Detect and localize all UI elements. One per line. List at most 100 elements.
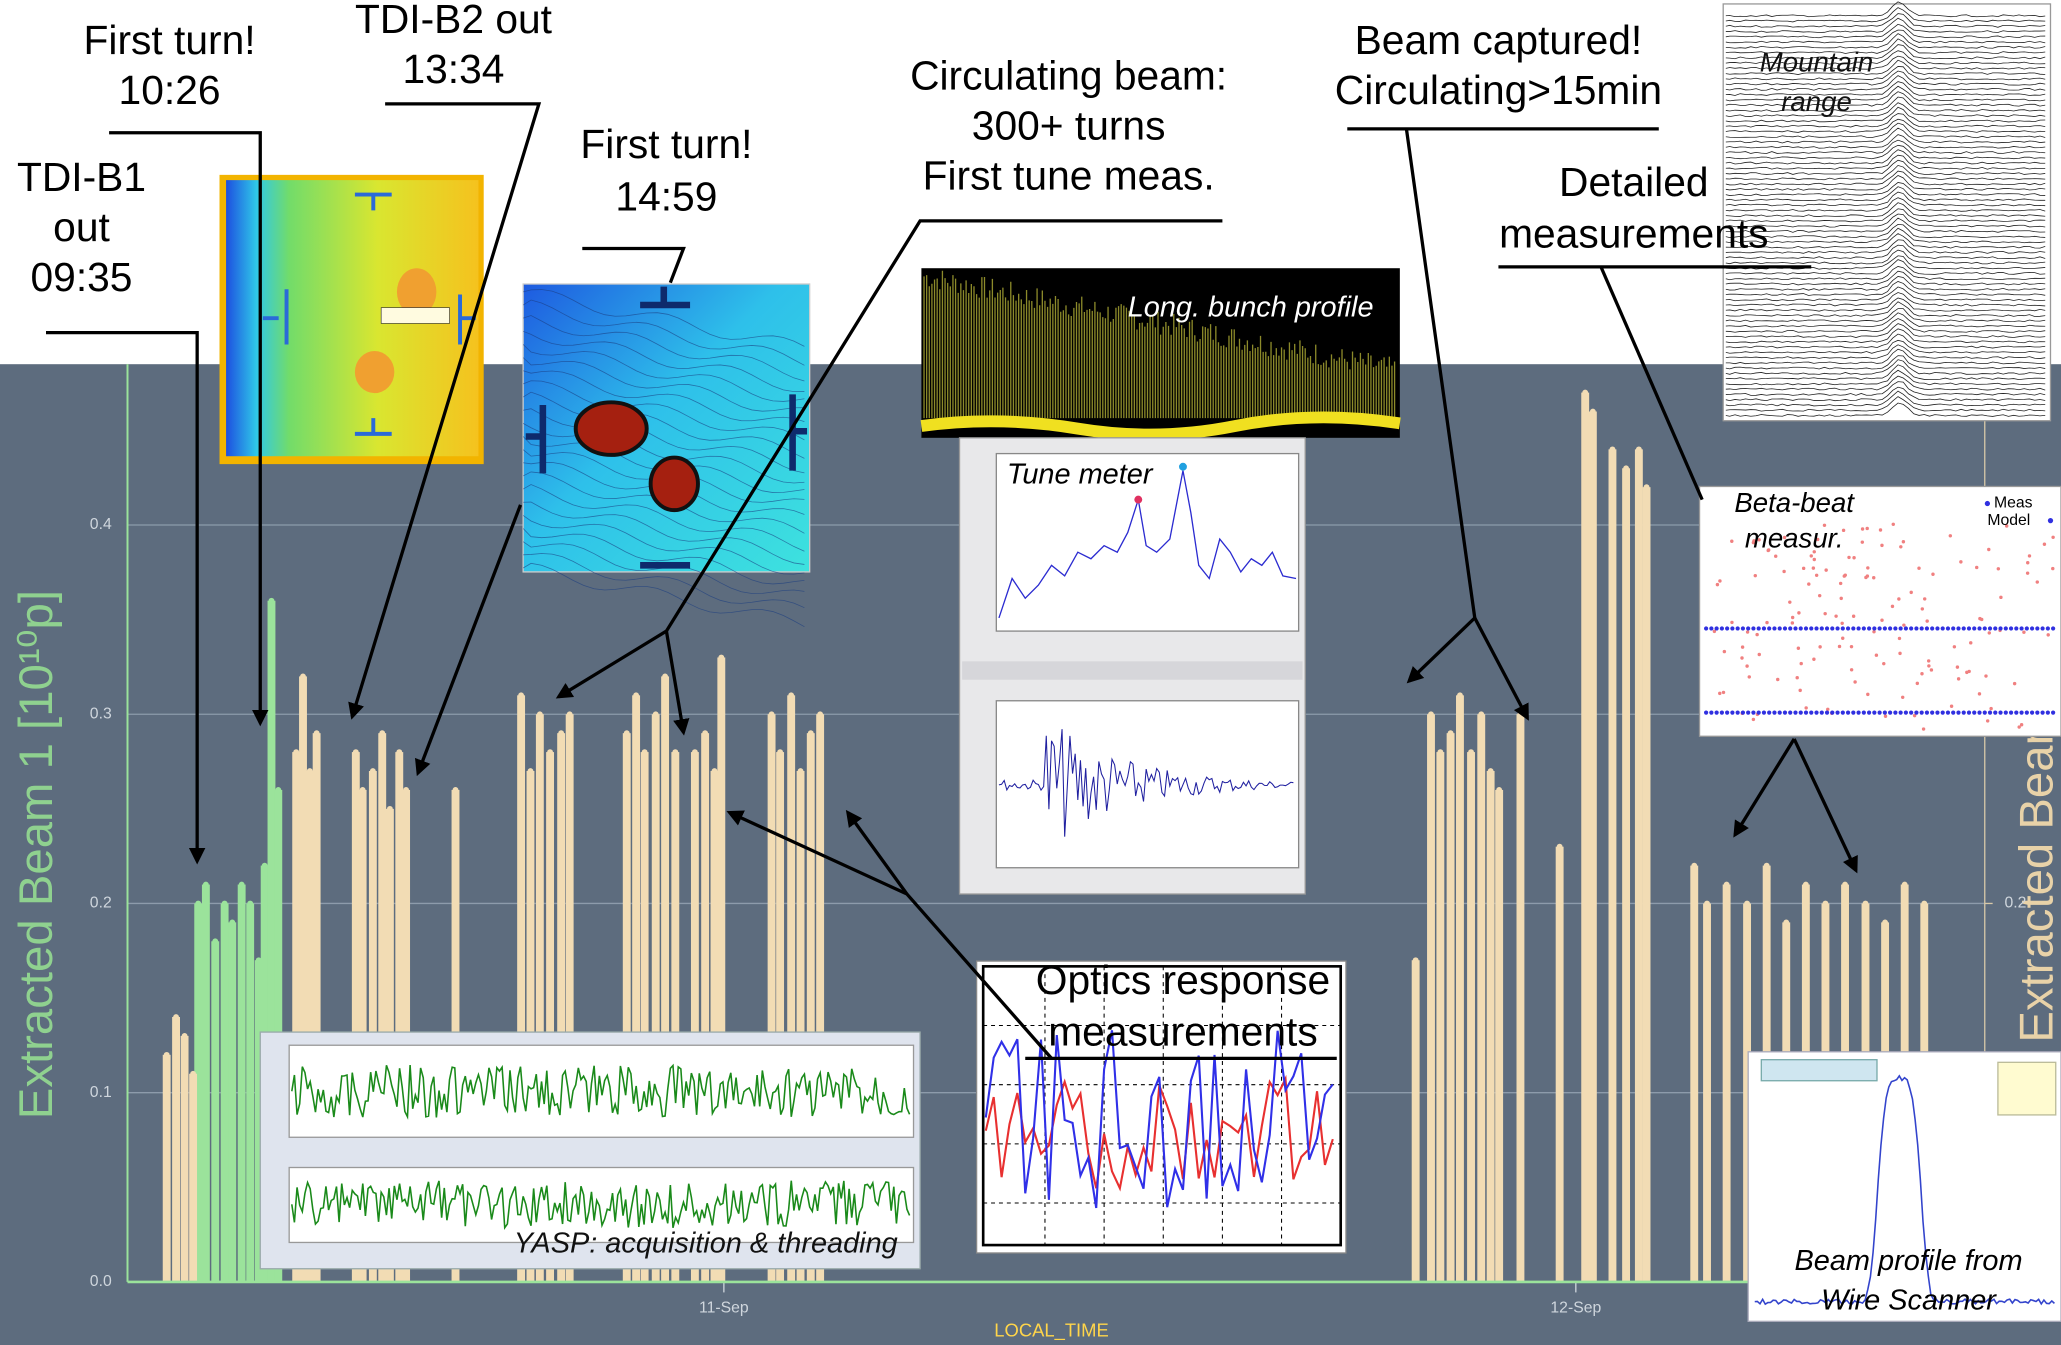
beta-point	[1956, 710, 1960, 714]
beta-point	[1951, 626, 1955, 630]
beta-point	[2004, 626, 2008, 630]
beta-point	[1826, 708, 1829, 711]
annotation: 09:35	[31, 254, 133, 300]
bar-cap	[387, 806, 393, 812]
beta-point	[1977, 626, 1981, 630]
annotation: TDI-B2 out	[355, 0, 553, 42]
beta-point	[1715, 626, 1719, 630]
beta-point	[1999, 596, 2002, 599]
beta-point	[1704, 626, 1708, 630]
beta-point	[2036, 580, 2039, 583]
beta-point	[1818, 645, 1821, 648]
beta-point	[1762, 710, 1766, 714]
beta-point	[1977, 710, 1981, 714]
beta-point	[2014, 710, 2018, 714]
bar	[1456, 695, 1464, 1282]
beta-point	[1904, 626, 1908, 630]
beta-point	[1834, 614, 1837, 617]
y-tick-label: 0.0	[90, 1273, 112, 1290]
beta-point	[1935, 710, 1939, 714]
beta-point	[1875, 654, 1878, 657]
beta-point	[1718, 579, 1721, 582]
beta-point	[1795, 676, 1798, 679]
beta-point	[1718, 692, 1721, 695]
beta-point	[1902, 540, 1905, 543]
beta-point	[1891, 605, 1894, 608]
bar	[1487, 771, 1495, 1282]
beta-point	[1804, 710, 1808, 714]
beta-point	[1993, 710, 1997, 714]
beta-point	[1880, 544, 1883, 547]
beta-point	[1751, 710, 1755, 714]
bar-cap	[229, 919, 235, 925]
beta-point	[2047, 633, 2050, 636]
annotation: measurements	[1499, 210, 1768, 256]
annotation: 13:34	[402, 46, 504, 92]
beta-point	[1956, 626, 1960, 630]
beta-point	[1949, 534, 1952, 537]
beta-point	[1941, 626, 1945, 630]
inset-legend: Model	[1987, 512, 2030, 529]
annotation: 14:59	[615, 174, 717, 220]
bar-cap	[262, 863, 268, 869]
annotation: TDI-B1	[17, 154, 146, 200]
bar-cap	[190, 1071, 196, 1077]
beta-point	[1969, 641, 1972, 644]
beta-point	[2046, 626, 2050, 630]
beta-point	[1748, 675, 1751, 678]
bar-cap	[1744, 901, 1750, 907]
bar	[1635, 449, 1643, 1282]
inset-label: Beta-beat	[1734, 487, 1855, 518]
bar-cap	[692, 749, 698, 755]
beta-point	[2026, 561, 2029, 564]
beta-point	[1888, 626, 1892, 630]
bar-cap	[769, 711, 775, 717]
bar-cap	[293, 749, 299, 755]
beta-point	[1783, 710, 1787, 714]
inset-label: range	[1781, 86, 1852, 117]
beta-point	[1914, 626, 1918, 630]
bar-cap	[269, 598, 275, 604]
bar-cap	[1448, 730, 1454, 736]
beta-point	[1752, 718, 1755, 721]
annotation: First turn!	[580, 121, 752, 167]
beta-point	[1878, 626, 1882, 630]
beta-point	[1809, 710, 1813, 714]
beta-point	[1846, 626, 1850, 630]
beta-point	[1861, 540, 1864, 543]
bar-cap	[547, 749, 553, 755]
bar	[1622, 468, 1630, 1282]
beta-point	[1720, 710, 1724, 714]
beta-point	[1715, 710, 1719, 714]
beta-point	[1778, 626, 1782, 630]
annotation: 10:26	[119, 67, 221, 113]
beta-point	[1962, 626, 1966, 630]
bar-cap	[1644, 484, 1650, 490]
bar	[1556, 847, 1564, 1282]
beta-point	[1850, 668, 1853, 671]
bar-cap	[1478, 711, 1484, 717]
bar-cap	[777, 749, 783, 755]
beta-point	[1931, 573, 1934, 576]
beta-point	[1987, 548, 1990, 551]
beta-point	[1957, 677, 1960, 680]
beta-point	[1778, 710, 1782, 714]
beta-point	[2025, 710, 2029, 714]
beta-point	[1967, 710, 1971, 714]
bar-cap	[195, 901, 201, 907]
beta-point	[1920, 672, 1923, 675]
beta-point	[1804, 626, 1808, 630]
beta-point	[1925, 710, 1929, 714]
beta-point	[1975, 566, 1978, 569]
beta-point	[1809, 626, 1813, 630]
bar-cap	[558, 730, 564, 736]
bar-cap	[1468, 749, 1474, 755]
bar-cap	[1488, 768, 1494, 774]
beta-point	[1866, 527, 1869, 530]
bar-cap	[379, 730, 385, 736]
beta-point	[1755, 633, 1758, 636]
bar-cap	[1636, 446, 1642, 452]
beta-point	[1720, 626, 1724, 630]
beta-point	[1878, 710, 1882, 714]
inset-label: YASP: acquisition & threading	[514, 1228, 898, 1260]
